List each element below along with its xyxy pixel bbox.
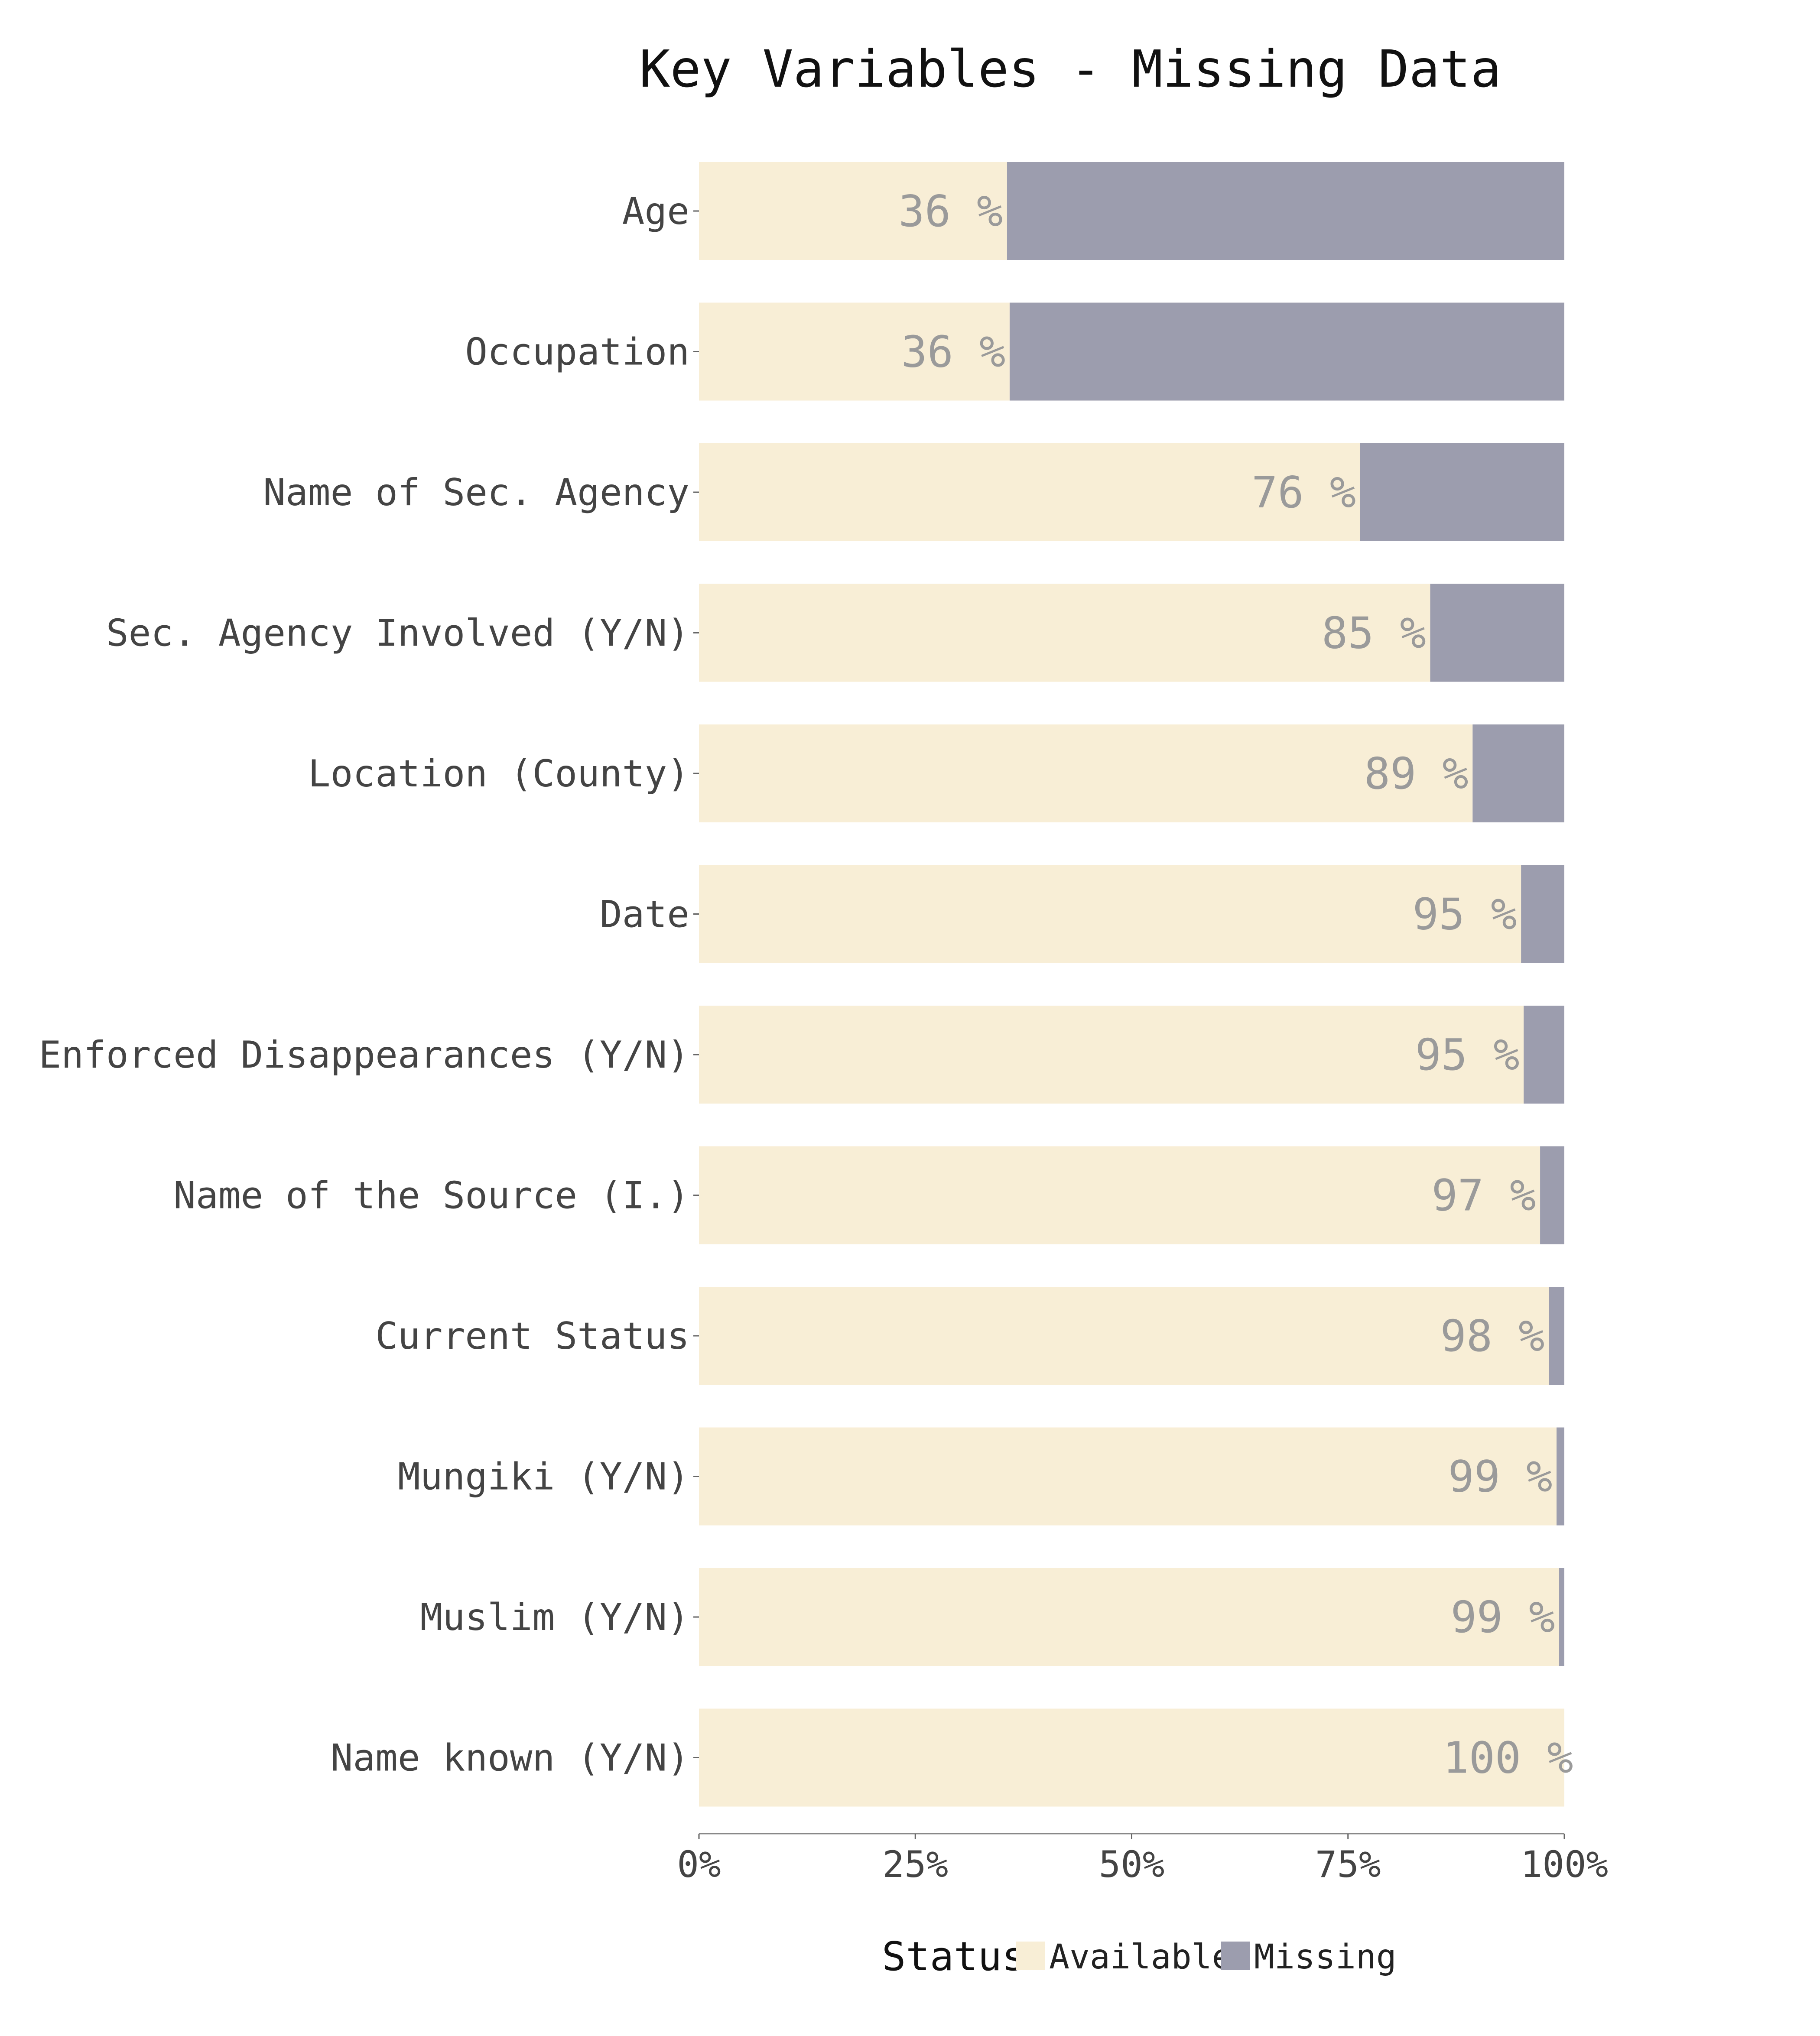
bar-missing-enforced-disappearances-y-n: [1524, 1006, 1564, 1104]
bar-available-location-county: [699, 724, 1473, 822]
y-tick-label-date: Date: [600, 893, 689, 936]
bar-available-sec-agency-involved-y-n: [699, 584, 1430, 682]
bar-missing-date: [1521, 865, 1564, 963]
legend-swatch-missing: [1221, 1942, 1250, 1970]
y-tick-label-enforced-disappearances-y-n: Enforced Disappearances (Y/N): [39, 1033, 689, 1077]
bar-missing-muslim-y-n: [1559, 1568, 1564, 1666]
legend: Status Available Missing: [882, 1933, 1397, 1980]
data-label-name-of-the-source-i: 97 %: [1432, 1170, 1536, 1221]
y-tick-label-occupation: Occupation: [465, 331, 689, 374]
bar-missing-name-of-the-source-i: [1540, 1146, 1564, 1244]
bar-available-name-known-y-n: [699, 1708, 1564, 1807]
bars-group: 36 % 36 % 76 % 85 % 89 % 95 % 95 % 97 % 98 % 99 %…: [699, 162, 1573, 1807]
data-label-name-known-y-n: 100 %: [1443, 1733, 1573, 1783]
bar-available-age: [699, 162, 1007, 260]
y-tick-label-mungiki-y-n: Mungiki (Y/N): [398, 1455, 689, 1499]
data-label-mungiki-y-n: 99 %: [1448, 1452, 1553, 1502]
bar-available-name-of-the-source-i: [699, 1146, 1540, 1244]
bar-available-name-of-sec-agency: [699, 443, 1360, 541]
y-tick-label-muslim-y-n: Muslim (Y/N): [420, 1596, 689, 1639]
data-label-name-of-sec-agency: 76 %: [1251, 467, 1356, 518]
data-label-age: 36 %: [899, 186, 1003, 237]
bar-missing-current-status: [1549, 1287, 1564, 1385]
y-tick-label-name-known-y-n: Name known (Y/N): [331, 1737, 689, 1780]
bar-available-occupation: [699, 302, 1010, 401]
bar-missing-occupation: [1009, 302, 1564, 401]
bar-available-enforced-disappearances-y-n: [699, 1006, 1524, 1104]
x-tick-label-0: 0%: [677, 1843, 721, 1886]
legend-label-available: Available: [1049, 1938, 1232, 1977]
legend-label-missing: Missing: [1254, 1938, 1397, 1977]
data-label-location-county: 89 %: [1364, 748, 1469, 799]
bar-missing-sec-agency-involved-y-n: [1430, 584, 1564, 682]
chart-title: Key Variables - Missing Data: [639, 39, 1501, 99]
bar-available-muslim-y-n: [699, 1568, 1560, 1666]
x-axis: 0% 25% 50% 75% 100%: [677, 1833, 1608, 1886]
bar-missing-location-county: [1472, 724, 1564, 822]
legend-title: Status: [882, 1933, 1026, 1980]
bar-available-mungiki-y-n: [699, 1427, 1557, 1526]
y-tick-label-current-status: Current Status: [375, 1315, 689, 1358]
bar-missing-mungiki-y-n: [1557, 1427, 1564, 1526]
bar-available-date: [699, 865, 1521, 963]
y-tick-label-location-county: Location (County): [308, 752, 689, 796]
x-tick-label-4: 100%: [1521, 1843, 1608, 1886]
bar-available-current-status: [699, 1287, 1549, 1385]
data-label-muslim-y-n: 99 %: [1451, 1592, 1555, 1643]
data-label-enforced-disappearances-y-n: 95 %: [1415, 1029, 1520, 1080]
x-tick-label-3: 75%: [1315, 1843, 1381, 1886]
bar-missing-age: [1007, 162, 1564, 260]
x-tick-label-2: 50%: [1099, 1843, 1165, 1886]
y-tick-label-name-of-the-source-i: Name of the Source (I.): [173, 1174, 689, 1218]
data-label-date: 95 %: [1413, 889, 1517, 940]
data-label-current-status: 98 %: [1440, 1311, 1545, 1361]
y-tick-label-sec-agency-involved-y-n: Sec. Agency Involved (Y/N): [106, 612, 689, 655]
data-label-occupation: 36 %: [901, 327, 1006, 377]
legend-swatch-available: [1016, 1942, 1045, 1970]
data-label-sec-agency-involved-y-n: 85 %: [1322, 608, 1426, 659]
y-axis: Age Occupation Name of Sec. Agency Sec. Age…: [39, 190, 699, 1780]
y-tick-label-name-of-sec-agency: Name of Sec. Agency: [263, 471, 689, 514]
x-tick-label-1: 25%: [882, 1843, 948, 1886]
y-tick-label-age: Age: [622, 190, 689, 233]
bar-missing-name-of-sec-agency: [1360, 443, 1564, 541]
